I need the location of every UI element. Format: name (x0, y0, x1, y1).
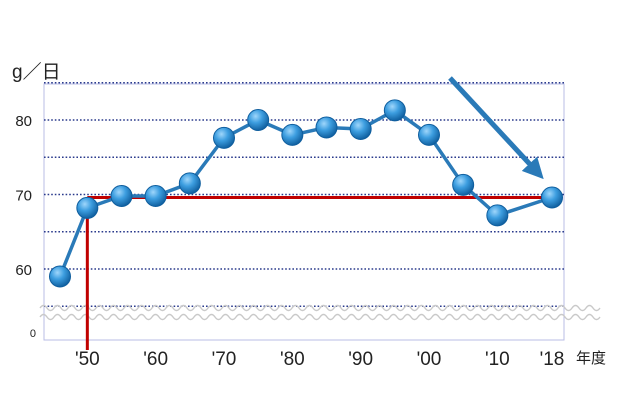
data-point (315, 116, 338, 139)
break-wave-top (39, 304, 601, 312)
data-point (213, 126, 235, 149)
data-point (144, 184, 167, 207)
data-point (383, 99, 406, 122)
series-layer (49, 99, 563, 288)
data-point (178, 172, 201, 195)
axis-break (39, 304, 601, 321)
data-point (247, 109, 270, 131)
grid-layer (43, 81, 565, 341)
data-point (110, 184, 133, 207)
x-tick-label: '00 (417, 349, 442, 370)
plot-frame (43, 83, 565, 341)
x-tick-label: '80 (280, 349, 305, 370)
data-point (281, 123, 304, 146)
series-line (58, 108, 553, 278)
x-tick-label: '90 (348, 349, 373, 370)
y-axis-label: g／日 (12, 61, 61, 83)
x-tick-label: '60 (143, 349, 168, 370)
x-axis-label: 年度 (576, 350, 606, 367)
reference-lines (85, 195, 552, 350)
axes: 60 70 80 0 '50 '60 '70 '80 '90 '00 '10 '18 (15, 113, 564, 370)
data-point (541, 186, 563, 209)
y-origin-label: 0 (30, 328, 36, 340)
data-point (76, 196, 99, 219)
y-tick-label: 80 (15, 113, 32, 130)
trend-arrow (448, 76, 544, 180)
y-tick-label: 60 (15, 262, 32, 279)
data-point (452, 173, 475, 196)
x-tick-label: '70 (212, 349, 237, 370)
data-point (49, 265, 71, 288)
x-tick-label: '50 (75, 349, 100, 370)
data-point (418, 123, 440, 146)
break-wave-bottom (39, 313, 601, 321)
x-tick-label: '10 (485, 349, 510, 370)
data-point (349, 117, 372, 140)
data-point (486, 204, 509, 227)
trend-arrow-layer (448, 76, 544, 180)
x-tick-label: '18 (540, 349, 565, 370)
y-tick-label: 70 (15, 188, 32, 205)
